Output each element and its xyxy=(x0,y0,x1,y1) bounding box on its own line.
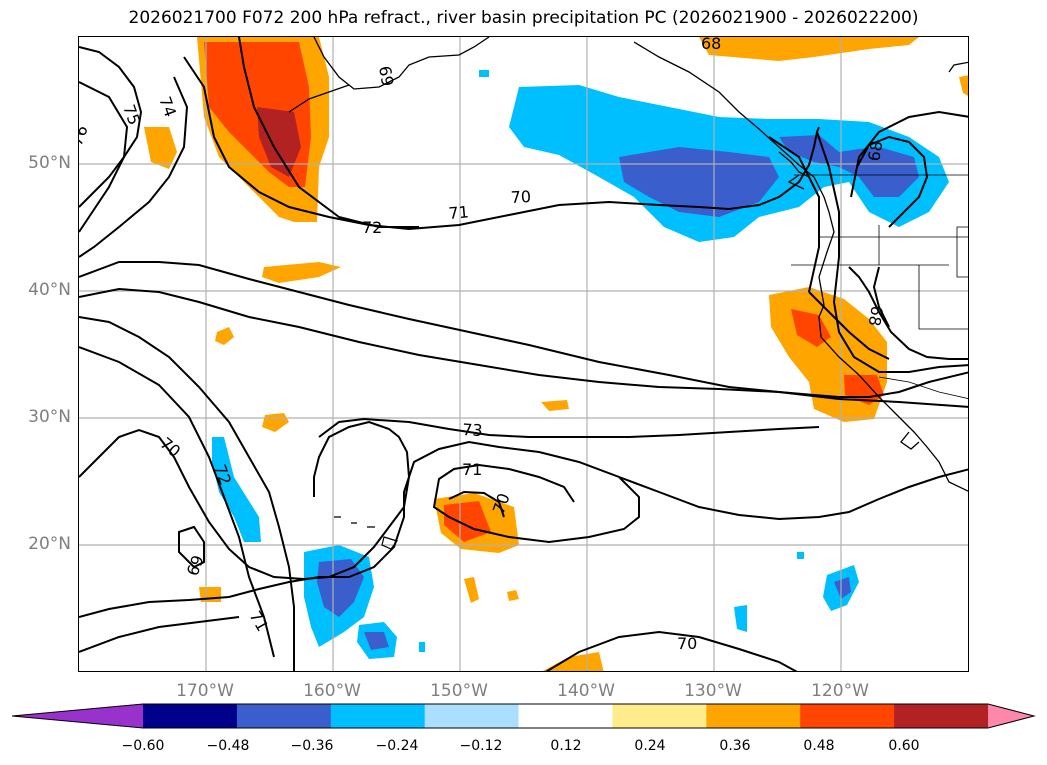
colorbar-extend-low xyxy=(12,704,143,728)
contour-label: 68 xyxy=(865,304,887,327)
contour-label: 71 xyxy=(462,460,482,479)
colorbar-tick: −0.60 xyxy=(121,738,165,754)
colorbar-segment xyxy=(236,704,332,728)
map-title: 2026021700 F072 200 hPa refract., river … xyxy=(128,8,919,28)
contour-label: 74 xyxy=(155,94,180,120)
lon-label-150w: 150°W xyxy=(430,681,488,701)
colorbar-tick: −0.36 xyxy=(290,738,334,754)
contour-label: 75 xyxy=(119,102,144,128)
map-panel: 76 75 74 72 71 70 69 68 68 68 70 71 72 7… xyxy=(78,36,969,672)
colorbar-tick: 0.12 xyxy=(550,738,582,754)
colorbar-segment xyxy=(894,704,989,728)
lat-label-40n: 40°N xyxy=(28,280,71,300)
colorbar-segment xyxy=(330,704,426,728)
colorbar-tick: −0.48 xyxy=(206,738,250,754)
map-svg: 76 75 74 72 71 70 69 68 68 68 70 71 72 7… xyxy=(79,37,968,671)
lon-label-130w: 130°W xyxy=(684,681,742,701)
colorbar-tick: 0.60 xyxy=(888,738,920,754)
lon-label-120w: 120°W xyxy=(811,681,869,701)
lon-label-170w: 170°W xyxy=(176,681,234,701)
colorbar-segment xyxy=(518,704,613,728)
colorbar-segment xyxy=(800,704,895,728)
colorbar-tick: −0.12 xyxy=(459,738,503,754)
colorbar-tick: 0.36 xyxy=(719,738,751,754)
contour-label: 68 xyxy=(701,37,721,53)
colorbar-segment xyxy=(612,704,707,728)
refractivity-contours xyxy=(79,37,968,671)
colorbar xyxy=(12,703,1036,729)
lon-label-160w: 160°W xyxy=(303,681,361,701)
lat-label-50n: 50°N xyxy=(28,153,71,173)
lat-label-30n: 30°N xyxy=(28,407,71,427)
colorbar-segment xyxy=(143,704,238,728)
colorbar-extend-high xyxy=(988,704,1034,728)
lon-label-140w: 140°W xyxy=(557,681,615,701)
colorbar-segment xyxy=(424,704,520,728)
colorbar-tick: 0.48 xyxy=(803,738,835,754)
contour-label: 73 xyxy=(462,420,483,440)
contour-label: 69 xyxy=(375,64,397,87)
contour-label: 70 xyxy=(510,187,531,207)
coastlines xyxy=(288,37,968,550)
lat-label-20n: 20°N xyxy=(28,534,71,554)
colorbar-tick: −0.24 xyxy=(375,738,419,754)
contour-label: 71 xyxy=(448,202,470,223)
contour-label: 68 xyxy=(864,139,886,162)
colorbar-segments xyxy=(12,704,1034,728)
contour-label: 70 xyxy=(677,634,697,653)
colorbar-segment xyxy=(706,704,801,728)
contour-label: 72 xyxy=(362,218,382,237)
colorbar-tick: 0.24 xyxy=(634,738,666,754)
contour-label: 76 xyxy=(79,123,92,149)
